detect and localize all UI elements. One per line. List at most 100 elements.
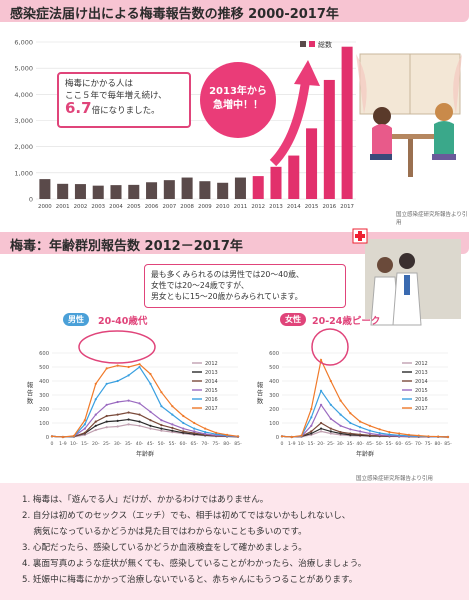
- series-point-2016: [138, 365, 141, 369]
- series-point-2016: [388, 433, 391, 436]
- series-point-2015: [378, 433, 381, 436]
- legend-label-2013: 2013: [415, 370, 428, 376]
- advice-item-1: 1. 梅毒は、「遊んでる人」だけが、かかるわけではありません。: [22, 495, 269, 505]
- legend-label-2017: 2017: [415, 406, 428, 412]
- series-point-2016: [127, 374, 130, 377]
- line-ylabel: 報: [27, 381, 34, 389]
- line-xtick-label: 1-9: [288, 441, 296, 447]
- series-point-2013: [94, 424, 97, 427]
- advice-item-2: 2. 自分は初めてのセックス（エッチ）でも、相手は初めてではないかもしれないし、: [22, 511, 351, 521]
- series-point-2012: [116, 425, 119, 428]
- legend-label-2012: 2012: [205, 361, 218, 367]
- line-ylabel: 数: [257, 396, 264, 405]
- advice-list: 1. 梅毒は、「遊んでる人」だけが、かかるわけではありません。 2. 自分は初め…: [0, 483, 469, 600]
- series-point-2017: [182, 414, 185, 418]
- legend-swatch-recent: [309, 41, 315, 47]
- callout-multiplier: 6.7: [65, 99, 92, 117]
- line-xtick-label: 70-: [415, 441, 423, 447]
- source-note-2: 国立感染症研究所報告より引用: [356, 476, 433, 482]
- line-ytick-label: 500: [269, 365, 279, 371]
- badge-line1: 2013年から: [209, 86, 267, 97]
- series-point-2017: [329, 379, 332, 383]
- series-point-2012: [127, 423, 130, 426]
- series-point-2015: [310, 424, 313, 427]
- legend-label: 総数: [318, 40, 332, 49]
- line-xtick-label: 0: [281, 441, 284, 447]
- line-xtick-label: 60-: [395, 441, 403, 447]
- bar-2009: [199, 181, 211, 199]
- bar-2016: [323, 79, 335, 199]
- series-point-2016: [193, 427, 196, 430]
- advice-item-2b: 病気になっているかどうかは見た目ではわからないことも多いのです。: [22, 527, 307, 537]
- series-point-2016: [160, 405, 163, 408]
- series-point-2015: [329, 417, 332, 420]
- series-point-2014: [359, 433, 362, 436]
- legend-label-2016: 2016: [415, 397, 428, 403]
- bar-xtick-label: 2016: [322, 204, 336, 210]
- series-point-2016: [105, 382, 108, 385]
- couple-cafe-illustration: [356, 53, 462, 177]
- series-point-2017: [50, 435, 54, 438]
- series-point-2015: [182, 427, 185, 430]
- legend-label-2013: 2013: [205, 370, 218, 376]
- female-line-chart: 0 100 200 300 400 500 600 0 1-9 10- 15- 20- 25- 30- 35…: [257, 351, 452, 458]
- series-point-2013: [105, 420, 108, 423]
- series-point-2013: [116, 419, 119, 422]
- line-xtick-label: 25-: [327, 441, 335, 447]
- bar-xtick-label: 2013: [269, 204, 283, 210]
- series-point-2017: [105, 367, 108, 370]
- series-point-2012: [138, 424, 141, 427]
- bar-ytick-label: 5,000: [14, 65, 33, 73]
- line-xtick-label: 10-: [70, 441, 78, 447]
- bar-2014: [288, 155, 300, 199]
- series-point-2016: [310, 416, 313, 419]
- series-point-2015: [193, 430, 196, 433]
- bar-2000: [39, 179, 51, 199]
- legend-label-2015: 2015: [205, 388, 218, 394]
- series-point-2013: [160, 427, 163, 430]
- bar-xtick-label: 2004: [109, 204, 123, 210]
- male-tag: 男性: [63, 313, 89, 326]
- badge-line2: 急増中！！: [213, 100, 263, 111]
- advice-item-4: 4. 裏面写真のような症状が無くても、感染していることがわかったら、治療しましょ…: [22, 559, 367, 569]
- legend-swatch-normal: [300, 41, 306, 47]
- series-point-2013: [310, 432, 313, 435]
- series-point-2017: [116, 364, 119, 367]
- bar-2011: [234, 177, 246, 199]
- series-point-2013: [149, 424, 152, 427]
- callout-box: 梅毒にかかる人は ここ５年で毎年増え続け、 6.7倍になりました。: [57, 72, 191, 128]
- age-note-box: 最も多くみられるのは男性では20～40歳、 女性では20～24歳ですが、 男女と…: [144, 264, 346, 308]
- series-point-2017: [160, 391, 163, 394]
- line-ytick-label: 0: [276, 435, 279, 441]
- series-point-2017: [319, 358, 323, 362]
- bar-xtick-label: 2010: [216, 204, 230, 210]
- series-point-2017: [437, 435, 440, 438]
- female-peak-ellipse: [311, 328, 349, 366]
- series-point-2014: [329, 427, 332, 430]
- series-point-2016: [349, 421, 352, 425]
- line-ytick-label: 300: [269, 393, 279, 399]
- series-point-2016: [368, 429, 371, 432]
- series-point-2012: [149, 427, 152, 430]
- line-ytick-label: 300: [39, 393, 49, 399]
- line-xtick-label: 70-: [201, 441, 209, 447]
- series-line-2016: [281, 389, 449, 438]
- series-point-2014: [193, 431, 196, 435]
- series-point-2016: [319, 389, 323, 392]
- note-line2: 女性では20～24歳ですが、: [151, 281, 249, 290]
- series-point-2017: [215, 431, 218, 434]
- series-point-2014: [171, 426, 174, 429]
- series-point-2016: [182, 421, 185, 425]
- series-point-2013: [319, 427, 323, 430]
- bar-ytick-label: 3,000: [14, 117, 33, 125]
- line-xtick-label: 80-: [223, 441, 231, 447]
- series-point-2017: [225, 433, 229, 436]
- bar-xtick-label: 2001: [56, 204, 70, 210]
- bar-2015: [306, 128, 318, 199]
- series-point-2015: [160, 419, 163, 422]
- line-xtick-label: 30-: [337, 441, 345, 447]
- line-xtick-label: 50-: [376, 441, 384, 447]
- series-point-2014: [116, 413, 119, 416]
- bar-xtick-label: 2017: [340, 204, 354, 210]
- line-ytick-label: 500: [39, 365, 49, 371]
